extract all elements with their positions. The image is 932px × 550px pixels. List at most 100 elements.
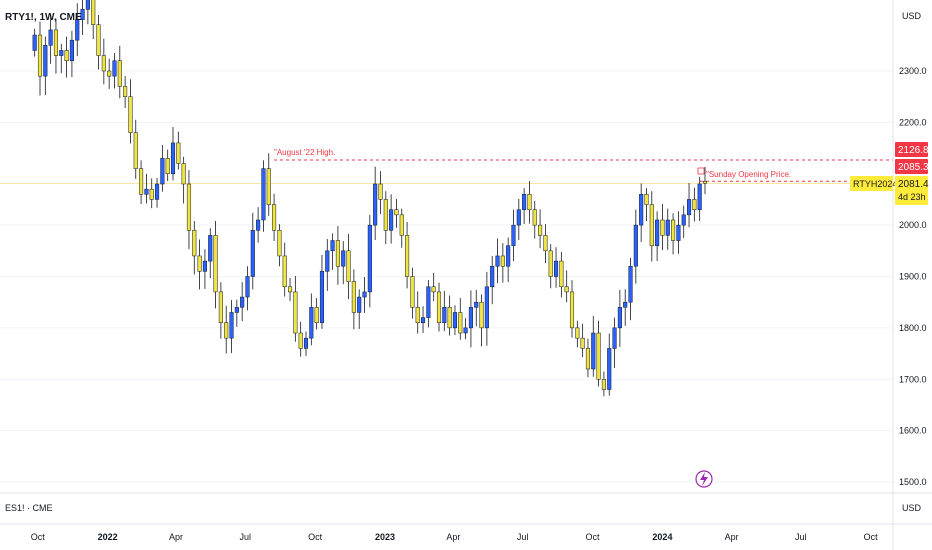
price-levels — [0, 159, 893, 184]
candle — [272, 193, 277, 242]
y-tick-label: 1500.0 — [899, 477, 927, 487]
candle — [351, 269, 356, 330]
candle — [192, 221, 197, 275]
candle — [367, 214, 372, 308]
candle — [543, 224, 548, 264]
x-tick-label: Oct — [31, 532, 46, 542]
candle — [362, 277, 367, 313]
y-tick-label: 1700.0 — [899, 374, 927, 384]
candle — [506, 237, 511, 283]
candle — [426, 280, 431, 328]
candle — [394, 198, 399, 228]
candle — [702, 166, 708, 195]
candle — [474, 289, 479, 327]
candle — [601, 371, 606, 397]
x-tick-label: Oct — [308, 532, 323, 542]
candle — [170, 126, 176, 181]
candle — [399, 208, 404, 248]
bottom-pane-label[interactable]: ES1! · CME — [5, 503, 53, 513]
candle — [681, 205, 686, 238]
candle — [580, 323, 585, 358]
candle — [357, 289, 362, 329]
candle — [383, 191, 388, 245]
candle — [405, 222, 410, 289]
svg-text:RTYH2024: RTYH2024 — [853, 179, 897, 189]
candle — [282, 242, 287, 297]
currency-label[interactable]: USD — [902, 11, 922, 21]
open-price-tag: 2085.3 — [895, 159, 929, 174]
candle — [479, 294, 484, 347]
candle — [458, 298, 463, 340]
time-axis[interactable]: Oct 2022 Apr Jul Oct 2023 Apr Jul Oct 2024 Apr Jul O… — [31, 532, 878, 542]
candle — [314, 298, 319, 330]
price-axis[interactable]: 2300.0 2200.0 2000.0 1900.0 1800.0 1700.0 1600… — [899, 66, 927, 487]
candle — [420, 306, 426, 334]
candle — [516, 198, 521, 241]
candle — [436, 282, 442, 332]
symbol-title[interactable]: RTY1!, 1W, CME — [5, 12, 82, 23]
candle — [309, 293, 314, 346]
candle — [553, 247, 559, 288]
y-tick-label: 2200.0 — [899, 117, 927, 127]
last-price-tag: 2081.4 4d 23h — [895, 176, 929, 205]
lightning-icon[interactable] — [695, 470, 713, 488]
candle — [85, 0, 90, 25]
candle — [500, 243, 505, 283]
candle — [639, 183, 644, 243]
candle — [538, 209, 543, 249]
candle — [213, 221, 218, 309]
candle — [564, 270, 569, 303]
candle — [378, 171, 383, 214]
candle — [617, 289, 622, 347]
candle — [287, 278, 293, 302]
candle — [250, 212, 255, 290]
candle — [612, 317, 617, 368]
x-tick-label: 2024 — [652, 532, 672, 542]
candle — [240, 282, 245, 322]
candle — [569, 280, 575, 338]
svg-text:2081.4: 2081.4 — [898, 179, 929, 190]
y-tick-label: 1600.0 — [899, 426, 927, 436]
candle — [112, 53, 117, 89]
candle — [633, 209, 638, 284]
candle — [277, 224, 282, 267]
candle — [160, 144, 165, 192]
candle — [208, 228, 213, 279]
candle — [101, 38, 106, 85]
bottom-pane-currency[interactable]: USD — [902, 503, 922, 513]
candle — [548, 244, 553, 289]
candle — [133, 119, 138, 179]
candle — [128, 79, 133, 144]
candle — [218, 282, 223, 339]
candle — [59, 43, 64, 74]
annotation-sunday-open[interactable]: "Sunday Opening Price. — [706, 170, 791, 179]
svg-text:2085.3: 2085.3 — [898, 162, 929, 173]
candle — [490, 255, 495, 305]
candle — [686, 182, 692, 228]
annotation-marker[interactable] — [697, 167, 705, 175]
candle — [37, 21, 43, 96]
candle — [139, 160, 144, 205]
candle — [319, 254, 325, 329]
candle — [527, 180, 532, 224]
candle — [655, 211, 660, 262]
candle — [256, 207, 261, 243]
candle — [330, 233, 335, 270]
candle — [468, 290, 473, 348]
candle — [671, 213, 676, 255]
candle — [197, 239, 202, 290]
candle — [75, 3, 80, 57]
high-price-tag: 2126.8 — [895, 142, 929, 157]
candle — [463, 318, 468, 340]
annotation-august-high[interactable]: "August '22 High. — [274, 148, 335, 157]
candle — [293, 275, 298, 342]
candle — [410, 267, 415, 319]
candle — [64, 36, 69, 78]
candle — [123, 76, 128, 108]
candle — [48, 13, 53, 64]
candle — [245, 266, 250, 311]
candle — [431, 272, 436, 302]
candle — [415, 291, 420, 334]
